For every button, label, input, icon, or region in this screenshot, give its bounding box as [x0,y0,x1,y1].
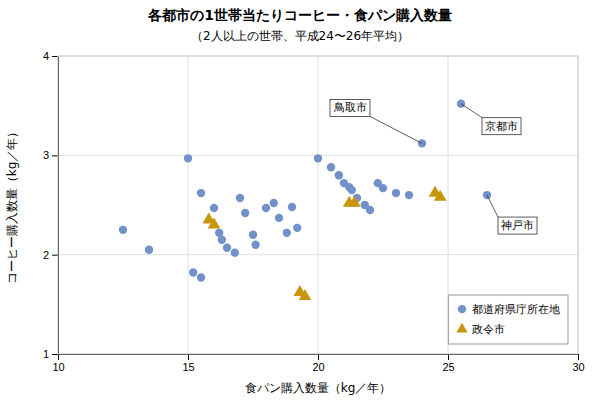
point [236,194,244,202]
tick: 4 [43,50,58,62]
tick: 10 [52,354,64,373]
point [262,204,270,212]
x-axis-title: 食パン購入数量（kg／年） [245,381,392,395]
grid-line-x [188,56,189,354]
tick: 2 [43,249,58,261]
tick-mark [52,155,58,156]
points [119,99,491,300]
point [249,231,257,239]
point [348,186,356,194]
tick-mark [318,354,319,360]
plot: 10 15 20 25 30 1 2 3 4 鳥取市京都市神戸市都道府県庁所在地政令市 [43,50,585,373]
annotation: 神戸市 [501,219,534,232]
tick: 20 [312,354,324,373]
annotation: 京都市 [485,120,518,133]
tick-mark [578,354,579,360]
point [405,191,413,199]
point [223,244,231,252]
grid-line-x [318,56,319,354]
legend-label: 政令市 [472,323,505,336]
annotation-box [482,118,521,135]
tick: 15 [182,354,194,373]
legend-symbol [456,323,467,333]
tick-mark [52,255,58,256]
tick: 30 [572,354,584,373]
point [119,226,127,234]
tick-label: 25 [442,361,454,373]
point [210,204,218,212]
point [327,163,335,171]
annotations: 鳥取市京都市神戸市 [330,99,537,234]
point [314,154,322,162]
point [293,224,301,232]
tick-label: 15 [182,361,194,373]
grid-line-y [58,254,578,255]
point [241,209,249,217]
point [218,236,226,244]
tick-label: 10 [52,361,64,373]
point [379,184,387,192]
legend-item: 政令市 [456,323,505,336]
point [299,289,312,300]
point [189,268,197,276]
tick: 3 [43,149,58,161]
grid [58,56,578,354]
point [251,241,259,249]
legend: 都道府県庁所在地政令市 [448,295,568,344]
legend-symbol [458,305,466,313]
point [145,246,153,254]
point [184,154,192,162]
point [197,273,205,281]
point [288,203,296,211]
annotation-line [461,104,482,118]
axis-line [59,355,579,361]
tick-mark [52,354,58,355]
tick-mark [52,56,58,57]
tick-mark [448,354,449,360]
tick-label: 30 [572,361,584,373]
subtitle: （2人以上の世帯、平成24〜26年平均） [191,29,409,43]
legend-label: 都道府県庁所在地 [472,303,560,316]
point [208,218,221,229]
y-axis: 1 2 3 4 [43,50,59,360]
x-axis: 10 15 20 25 30 [52,354,584,373]
annotation-box [330,99,370,116]
tick-label: 1 [43,348,49,360]
point [270,199,278,207]
chart: 10 15 20 25 30 1 2 3 4 鳥取市京都市神戸市都道府県庁所在地政令市 各都市の1世… [0,0,600,400]
point [335,171,343,179]
annotation-box [498,217,537,234]
tick-label: 4 [43,50,49,62]
tick-label: 2 [43,249,49,261]
point [366,206,374,214]
plot-frame [58,56,578,354]
tick: 25 [442,354,454,373]
point [197,189,205,197]
point [283,229,291,237]
annotation: 鳥取市 [333,101,367,114]
legend-item: 都道府県庁所在地 [458,303,560,316]
tick-label: 20 [312,361,324,373]
point [348,196,361,207]
point [392,189,400,197]
y-axis-title: コーヒー購入数量（kg／年） [5,126,19,285]
point [231,248,239,256]
tick-mark [188,354,189,360]
point [275,214,283,222]
annotation-line [487,195,498,217]
point [434,190,447,201]
title: 各都市の1世帯当たりコーヒー・食パン購入数量 [147,7,452,23]
tick-label: 3 [43,149,49,161]
legend-box [448,295,568,344]
tick: 1 [43,348,58,360]
annotation-line [370,116,422,143]
